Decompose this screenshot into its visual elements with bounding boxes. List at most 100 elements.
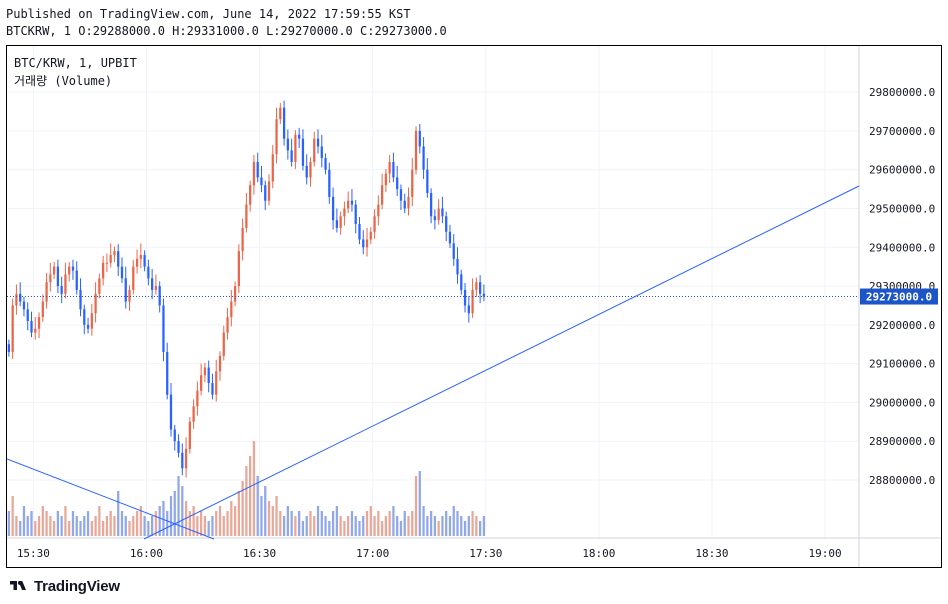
volume-bar (475, 516, 478, 536)
candle-body (313, 138, 316, 162)
tradingview-logo-icon (10, 581, 26, 590)
candle-body (256, 161, 259, 178)
candle-body (331, 196, 335, 221)
volume-bar (196, 516, 199, 536)
time-tick-label: 18:30 (695, 547, 728, 560)
volume-bar (441, 516, 444, 536)
volume-bar (335, 506, 338, 536)
candle-body (203, 367, 207, 376)
volume-legend: 거래량 (Volume) (14, 74, 113, 88)
candle-body (75, 270, 78, 290)
candle-body (282, 107, 286, 139)
candle-body (260, 177, 263, 186)
volume-bar (282, 516, 286, 536)
volume-bar (267, 501, 271, 536)
volume-bar (407, 516, 410, 536)
candle-body (463, 289, 467, 306)
candle-body (422, 146, 425, 170)
volume-bar (147, 521, 150, 536)
volume-bar (211, 516, 214, 536)
candle-body (441, 208, 444, 217)
candle-body (407, 196, 410, 209)
volume-bar (113, 516, 116, 536)
volume-bar (426, 516, 429, 536)
candle-body (98, 278, 101, 294)
volume-bar (86, 511, 90, 536)
candle-body (181, 452, 184, 469)
candle-body (169, 394, 173, 430)
volume-bar (181, 486, 184, 536)
candle-body (373, 216, 376, 232)
candle-body (452, 243, 455, 259)
candle-body (471, 289, 474, 314)
candle-body (15, 293, 18, 306)
candle-body (335, 220, 338, 228)
volume-bar (60, 516, 63, 536)
volume-bar (320, 511, 323, 536)
candle-body (305, 165, 308, 178)
candle-body (222, 332, 225, 356)
candlestick-chart[interactable]: 29800000.0 29700000.0 29600000.0 29500000.0… (7, 46, 941, 567)
candle-body (294, 134, 297, 162)
volume-bar (396, 516, 399, 536)
chart-frame[interactable]: 29800000.0 29700000.0 29600000.0 29500000.0… (6, 45, 942, 568)
volume-bar (264, 486, 267, 536)
candle-body (120, 266, 124, 279)
candle-body (418, 130, 421, 147)
volume-bar (64, 506, 67, 536)
volume-bar (139, 506, 142, 536)
candle-body (83, 309, 86, 325)
candle-body (298, 134, 301, 139)
candle-body (173, 429, 176, 442)
volume-bar (373, 516, 376, 536)
volume-bar (26, 516, 29, 536)
volume-bar (226, 511, 229, 536)
volume-bar (15, 516, 18, 536)
candle-body (192, 406, 195, 422)
volume-bar (19, 521, 22, 536)
volume-bar (162, 501, 165, 536)
volume-bar (45, 511, 48, 536)
candle-body (249, 185, 252, 205)
candle-body (151, 278, 154, 290)
trendline-ascending (143, 185, 860, 540)
volume-bar (478, 521, 482, 536)
volume-bar (392, 506, 395, 536)
candle-body (426, 169, 429, 193)
volume-bar (286, 506, 289, 536)
candle-body (41, 301, 44, 318)
candle-body (411, 169, 414, 197)
volume-bar (52, 521, 56, 536)
candle-body (275, 119, 278, 155)
volume-bar (49, 516, 52, 536)
candle-body (316, 138, 320, 147)
candle-body (30, 320, 33, 333)
volume-bar (260, 496, 263, 536)
time-tick-label: 16:00 (130, 547, 163, 560)
volume-bar (433, 516, 437, 536)
volume-bar (135, 511, 139, 536)
price-tick-label: 29400000.0 (869, 241, 935, 254)
symbol-legend: BTC/KRW, 1, UPBIT (14, 56, 137, 70)
price-tick-label: 29600000.0 (869, 164, 935, 177)
candle-body (184, 448, 188, 469)
candle-body (147, 266, 150, 279)
candle-body (456, 258, 459, 275)
candle-body (128, 289, 131, 302)
volume-bar (399, 521, 403, 536)
time-tick-label: 17:00 (356, 547, 389, 560)
time-tick-label: 15:30 (17, 547, 50, 560)
current-price-label: 29273000.0 (866, 291, 932, 304)
volume-bar (347, 516, 350, 536)
tradingview-footer[interactable]: TradingView (8, 577, 120, 595)
volume-bar (241, 481, 244, 536)
candle-body (211, 383, 214, 395)
candle-body (245, 204, 248, 228)
volume-bar (75, 516, 78, 536)
volume-bar (411, 511, 414, 536)
candle-body (124, 278, 127, 302)
candle-body (396, 177, 399, 190)
candle-body (56, 266, 60, 287)
candle-body (365, 239, 369, 248)
candle-body (264, 185, 267, 201)
